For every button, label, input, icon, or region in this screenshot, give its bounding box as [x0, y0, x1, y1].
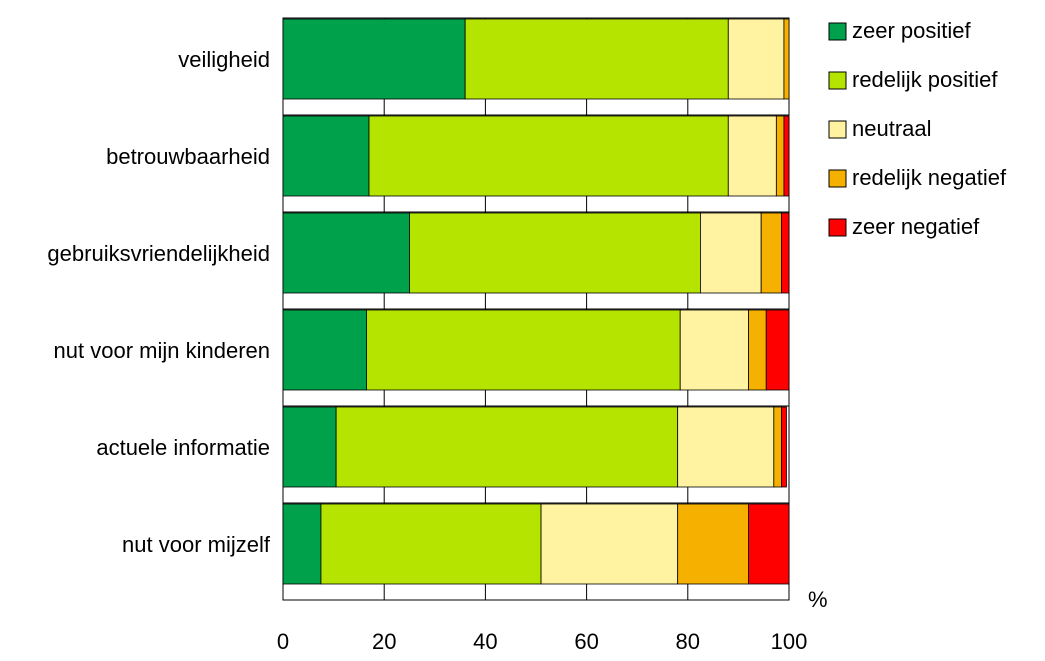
bar-segment: [677, 406, 775, 488]
bar-segment: [677, 503, 749, 585]
bar-segment: [366, 309, 681, 391]
legend-label: zeer positief: [852, 18, 972, 43]
bar-segment: [727, 18, 785, 100]
bar-segment: [773, 406, 782, 488]
bar-segment: [765, 309, 790, 391]
category-labels: veiligheid betrouwbaarheid gebruiksvriende…: [47, 47, 270, 557]
category-label: betrouwbaarheid: [106, 144, 270, 169]
bar-segment: [282, 115, 370, 197]
bar-segment: [540, 503, 679, 585]
bar-segment: [282, 18, 466, 100]
x-tick-label: 20: [372, 629, 396, 654]
x-tick-label: 0: [277, 629, 289, 654]
grid-lines: [282, 17, 790, 601]
legend-label: redelijk positief: [852, 67, 998, 92]
bar-segment: [748, 309, 767, 391]
bar-segment: [282, 406, 337, 488]
bars: [282, 18, 790, 585]
bar-segment: [781, 406, 787, 488]
legend-label: redelijk negatief: [852, 165, 1007, 190]
legend-label: neutraal: [852, 116, 932, 141]
bar-segment: [464, 18, 729, 100]
legend-swatch: [828, 71, 847, 90]
x-axis-unit-label: %: [808, 587, 828, 612]
category-label: nut voor mijn kinderen: [54, 338, 270, 363]
bar-segment: [320, 503, 542, 585]
bar-segment: [282, 503, 322, 585]
bar-segment: [409, 212, 701, 294]
bar-segment: [781, 212, 790, 294]
category-label: actuele informatie: [96, 435, 270, 460]
x-axis-ticks: 0 20 40 60 80 100: [277, 629, 807, 654]
x-tick-label: 60: [574, 629, 598, 654]
bar-segment: [783, 115, 790, 197]
legend-swatch: [828, 120, 847, 139]
bar-segment: [282, 309, 367, 391]
bar-segment: [368, 115, 729, 197]
category-label: veiligheid: [178, 47, 270, 72]
category-label: nut voor mijzelf: [122, 532, 271, 557]
legend-label: zeer negatief: [852, 214, 980, 239]
bar-segment: [775, 115, 785, 197]
bar-segment: [700, 212, 762, 294]
x-tick-label: 40: [473, 629, 497, 654]
bar-segment: [679, 309, 749, 391]
x-tick-label: 100: [771, 629, 808, 654]
bar-segment: [727, 115, 777, 197]
bar-segment: [282, 212, 410, 294]
legend-swatch: [828, 169, 847, 188]
legend-swatch: [828, 22, 847, 41]
legend: zeer positief redelijk positief neutraal re…: [828, 18, 1007, 239]
bar-segment: [748, 503, 790, 585]
bar-segment: [760, 212, 782, 294]
x-tick-label: 80: [676, 629, 700, 654]
category-label: gebruiksvriendelijkheid: [47, 241, 270, 266]
bar-segment: [783, 18, 790, 100]
legend-swatch: [828, 218, 847, 237]
bar-segment: [335, 406, 679, 488]
